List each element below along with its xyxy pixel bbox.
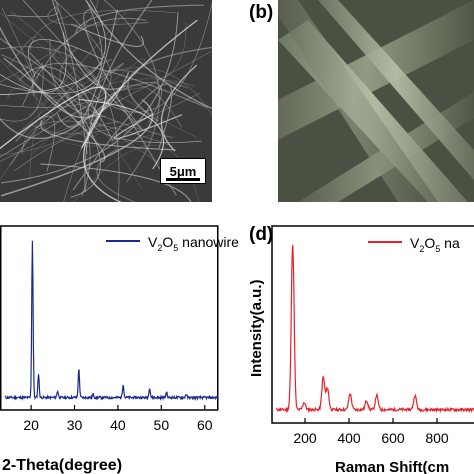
nanowire-strand — [52, 0, 127, 90]
nanowire-strand — [27, 38, 103, 77]
nanowire-strand — [0, 62, 44, 122]
nanowire-strand — [1, 99, 154, 197]
raman-plot-frame — [271, 225, 474, 424]
x-tick-label: 200 — [293, 430, 317, 446]
nanowire-strand — [29, 10, 176, 52]
nanowire-strand — [78, 98, 164, 170]
nanowire-strand — [0, 81, 163, 158]
scale-bar — [166, 178, 200, 181]
nanowire-strand — [83, 9, 177, 196]
nanowire-strand — [49, 38, 106, 118]
sem-nanowire-texture — [0, 0, 212, 202]
xrd-chart: V2O5 nanowire 20 30 40 50 60 2-Theta(degree) — [0, 225, 239, 474]
panel-label-d: (d) — [249, 224, 274, 245]
nanowire-strand — [0, 26, 130, 119]
nanowire-strand — [0, 1, 103, 95]
xrd-plot-frame — [0, 225, 219, 411]
nanowire-strand — [59, 47, 174, 139]
xrd-series-line — [4, 240, 219, 402]
x-tick-label: 40 — [110, 417, 126, 433]
nanowire-strand — [18, 66, 114, 142]
nanowire-strand — [87, 103, 202, 143]
nanowire-strand — [13, 121, 120, 172]
nanowire-strand — [0, 0, 106, 96]
nanowire-strand — [160, 64, 198, 152]
raman-chart: V2O5 na Intensity(a.u.) 200 400 600 800 Ram… — [248, 225, 474, 474]
nanowire-strand — [7, 6, 59, 18]
nanowire-strand — [7, 67, 212, 144]
nanowire-strand — [74, 4, 205, 34]
nanowire-strand — [51, 2, 212, 113]
x-tick-label: 30 — [67, 417, 83, 433]
xrd-legend-label: V2O5 nanowire — [148, 234, 239, 253]
nanowire-strand — [96, 148, 137, 202]
nanowire-strand — [0, 12, 196, 138]
nanowire-strand — [0, 11, 89, 156]
nanowire-strand — [28, 8, 130, 117]
x-tick-label: 400 — [337, 430, 361, 446]
nanowire-strand — [32, 62, 207, 109]
nanowire-strand — [127, 46, 212, 122]
x-tick-label: 800 — [425, 430, 449, 446]
nanowire-strand — [47, 4, 149, 26]
nanowire-strand — [29, 52, 101, 198]
nanowire-strand — [0, 46, 120, 200]
sem-fiber-texture — [278, 0, 474, 202]
panel-label-b: (b) — [249, 2, 274, 23]
nanowire-strand — [103, 0, 160, 183]
nanowire-strand — [56, 9, 118, 128]
nanowire-strand — [36, 62, 124, 129]
nanowire-strand — [1, 54, 91, 197]
nanowire-strand — [0, 86, 107, 150]
nanowire-strand — [70, 23, 144, 47]
x-tick-label: 60 — [197, 417, 213, 433]
sem-image-a: 5μm — [0, 0, 212, 202]
nanowire-strand — [9, 58, 113, 166]
nanowire-strand — [32, 58, 145, 154]
xrd-x-axis-label: 2-Theta(degree) — [2, 457, 122, 474]
nanowire-strand — [113, 113, 183, 140]
raman-x-axis-label: Raman Shift(cm — [335, 459, 449, 474]
nanowire-strand — [0, 85, 123, 140]
raman-y-axis-label: Intensity(a.u.) — [248, 279, 265, 377]
raman-series-line — [275, 244, 474, 414]
nanowire-strand — [15, 115, 56, 172]
nanowire-strand — [1, 8, 35, 89]
nanowire-strand — [8, 36, 36, 67]
nanowire-strand — [7, 87, 187, 183]
x-tick-label: 600 — [381, 430, 405, 446]
nanowire-strand — [22, 0, 143, 130]
nanowire-strand — [40, 120, 176, 151]
nanowire-strand — [40, 163, 192, 202]
nanowire-strand — [0, 0, 99, 83]
sem-image-b — [278, 0, 474, 202]
raman-legend-label: V2O5 na — [410, 235, 460, 254]
nanowire-strand — [29, 95, 142, 189]
nanowire-strand — [0, 12, 179, 184]
x-tick-label: 20 — [23, 417, 39, 433]
nanowire-strand — [3, 57, 106, 163]
x-tick-label: 50 — [154, 417, 170, 433]
